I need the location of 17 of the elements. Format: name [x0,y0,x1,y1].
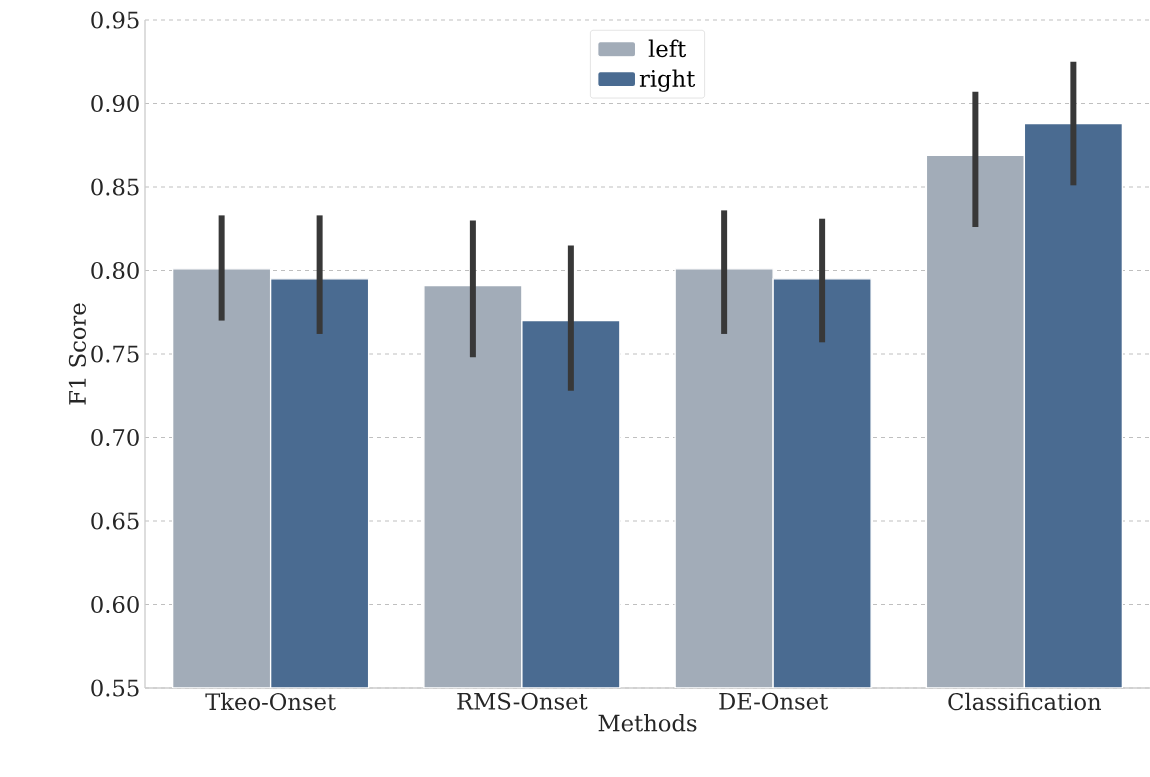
y-tick-label: 0.85 [91,178,139,196]
legend-label: left [648,39,687,58]
x-tick-label: RMS-Onset [457,692,588,710]
y-tick-label: 0.70 [91,428,139,447]
y-tick-label: 0.60 [91,595,139,614]
y-tick-label: 0.75 [91,345,139,363]
x-tick-label: Classification [948,692,1102,711]
x-axis-title: Methods [598,714,697,732]
y-tick-label: 0.80 [91,261,139,280]
y-tick-label: 0.55 [91,679,139,697]
y-tick-label: 0.95 [91,11,139,29]
x-tick-label: Tkeo-Onset [205,692,336,711]
y-tick-label: 0.65 [91,512,139,530]
y-axis-title: F1 Score [68,303,86,405]
y-tick-label: 0.90 [91,94,139,113]
x-tick-label: DE-Onset [719,692,829,710]
legend-label: right [639,69,696,92]
